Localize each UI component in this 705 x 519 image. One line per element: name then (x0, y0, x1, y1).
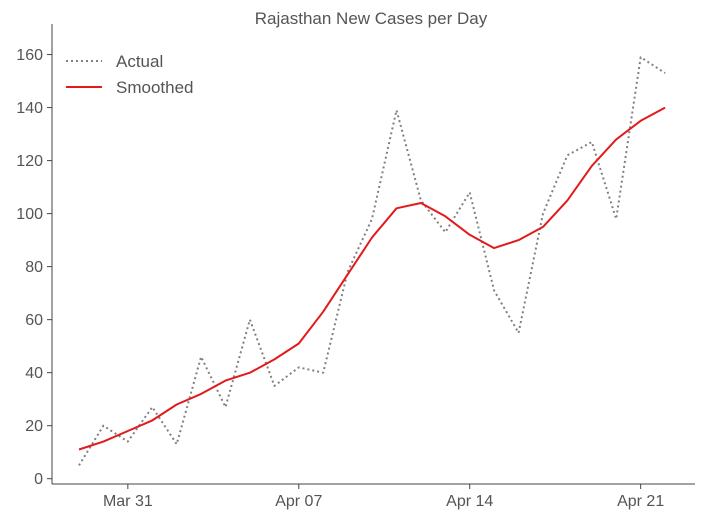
legend-label-smoothed: Smoothed (116, 78, 194, 97)
axes: 0 20 40 60 80 100 120 140 160 Mar 31 Apr 07 Apr 14 A… (16, 24, 695, 510)
x-tick-label: Mar 31 (103, 493, 153, 510)
y-tick-label: 160 (16, 47, 43, 64)
x-tick-label: Apr 14 (446, 493, 493, 510)
y-tick-label: 40 (25, 365, 43, 382)
series-layer (78, 56, 666, 466)
y-tick-label: 20 (25, 418, 43, 435)
y-tick-label: 120 (16, 153, 43, 170)
x-tick-label: Apr 21 (617, 493, 664, 510)
y-tick-label: 80 (25, 259, 43, 276)
series-actual-line (78, 56, 666, 466)
y-tick-label: 0 (34, 471, 43, 488)
y-tick-label: 140 (16, 100, 43, 117)
y-tick-label: 100 (16, 206, 43, 223)
chart-title: Rajasthan New Cases per Day (255, 9, 488, 28)
x-tick-label: Apr 07 (275, 493, 322, 510)
legend: Actual Smoothed (66, 52, 194, 97)
series-smoothed-line (78, 106, 666, 451)
legend-label-actual: Actual (116, 52, 163, 71)
y-tick-label: 60 (25, 312, 43, 329)
